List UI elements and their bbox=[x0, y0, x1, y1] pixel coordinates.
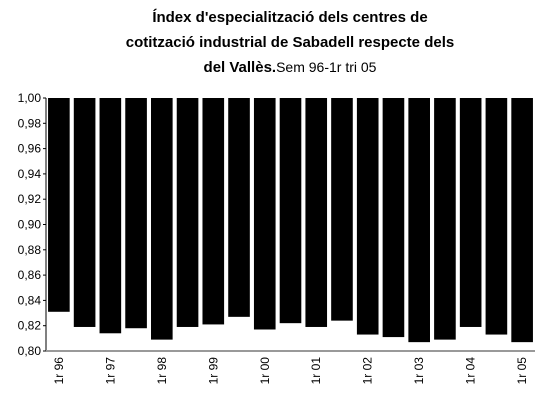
y-tick-label: 0,88 bbox=[18, 243, 42, 257]
bar bbox=[125, 98, 147, 329]
chart-title: Índex d'especialització dels centres de bbox=[152, 9, 427, 26]
x-tick-label: 1r 00 bbox=[258, 357, 272, 385]
y-tick-label: 0,94 bbox=[18, 167, 42, 181]
y-tick-label: 0,98 bbox=[18, 116, 42, 130]
bar bbox=[279, 98, 302, 324]
bar bbox=[176, 98, 199, 327]
bar bbox=[202, 98, 225, 325]
bar bbox=[99, 98, 122, 334]
bar bbox=[511, 98, 533, 343]
bar bbox=[151, 98, 173, 340]
x-tick-label: 1r 03 bbox=[412, 357, 426, 385]
y-tick-label: 1,00 bbox=[18, 91, 42, 105]
bar bbox=[331, 98, 353, 321]
y-tick-label: 0,80 bbox=[18, 344, 42, 358]
y-tick-label: 0,82 bbox=[18, 319, 42, 333]
x-tick-label: 1r 02 bbox=[361, 357, 375, 385]
y-tick-label: 0,96 bbox=[18, 142, 42, 156]
chart-subtitle: Sem 96-1r tri 05 bbox=[276, 59, 377, 75]
x-tick-label: 1r 96 bbox=[52, 357, 66, 385]
y-tick-label: 0,90 bbox=[18, 218, 42, 232]
bar bbox=[459, 98, 482, 327]
bar bbox=[305, 98, 328, 327]
bar bbox=[356, 98, 379, 335]
y-tick-label: 0,84 bbox=[18, 293, 42, 307]
bar bbox=[434, 98, 456, 340]
bar bbox=[485, 98, 508, 335]
bar bbox=[408, 98, 430, 343]
x-tick-label: 1r 01 bbox=[309, 357, 323, 385]
bar bbox=[73, 98, 96, 327]
chart-title-line: del Vallès.Sem 96-1r tri 05 bbox=[204, 59, 377, 76]
bar bbox=[228, 98, 250, 317]
chart-title: del Vallès. bbox=[204, 59, 277, 76]
y-tick-label: 0,92 bbox=[18, 192, 42, 206]
chart-title: cotització industrial de Sabadell respec… bbox=[126, 34, 454, 51]
x-tick-label: 1r 05 bbox=[515, 357, 529, 385]
y-tick-label: 0,86 bbox=[18, 268, 42, 282]
x-tick-label: 1r 98 bbox=[155, 357, 169, 385]
bar bbox=[253, 98, 276, 330]
x-tick-label: 1r 97 bbox=[103, 357, 117, 385]
x-tick-label: 1r 04 bbox=[464, 357, 478, 385]
bar bbox=[48, 98, 70, 312]
bar bbox=[382, 98, 405, 338]
x-tick-label: 1r 99 bbox=[206, 357, 220, 385]
